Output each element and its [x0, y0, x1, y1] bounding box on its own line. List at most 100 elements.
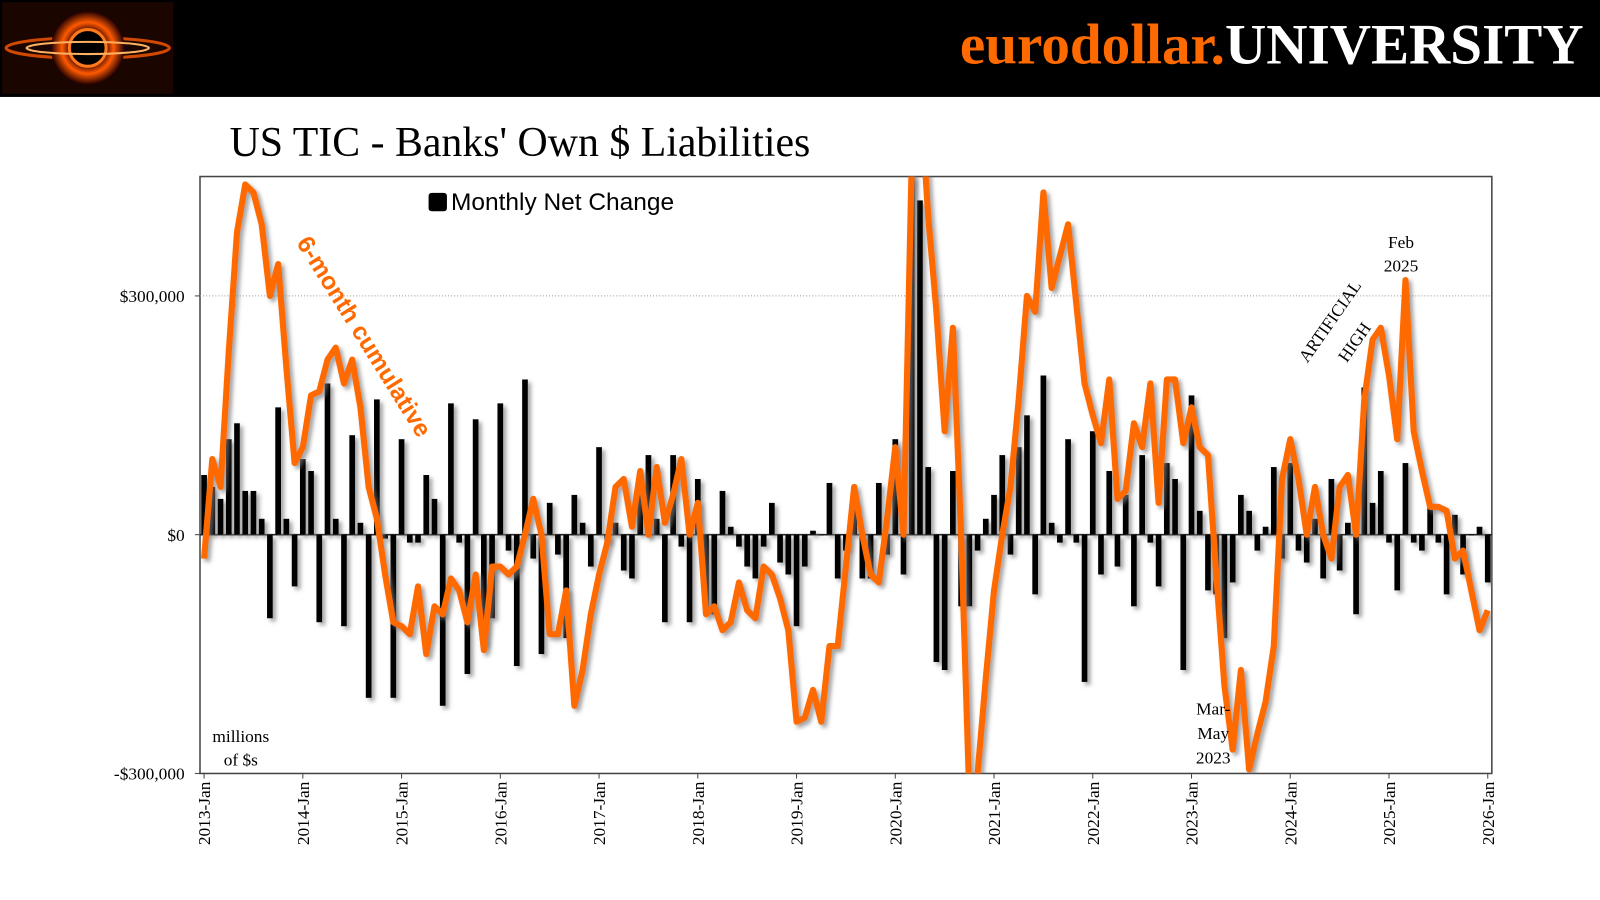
bar	[760, 534, 767, 547]
bar	[1246, 510, 1252, 535]
bar	[234, 423, 240, 535]
bar	[727, 526, 734, 535]
bar	[448, 403, 454, 535]
bar	[818, 534, 825, 536]
bar	[933, 534, 940, 663]
bar	[555, 534, 561, 555]
bar	[793, 534, 800, 627]
bar	[1024, 415, 1030, 535]
bar	[1196, 510, 1203, 535]
bar	[637, 494, 644, 535]
bar	[472, 419, 479, 535]
bar	[365, 534, 372, 698]
bar	[1114, 534, 1121, 567]
x-tick-label: 2017-Jan	[590, 781, 609, 845]
bar	[1163, 463, 1170, 535]
x-tick-label: 2025-Jan	[1380, 781, 1399, 845]
bar	[1139, 455, 1146, 535]
bar	[1040, 375, 1047, 535]
bar	[1394, 534, 1401, 591]
x-tick-label: 2015-Jan	[393, 781, 412, 845]
lines	[201, 176, 1491, 774]
header-bar	[0, 0, 1600, 97]
bar	[283, 518, 290, 535]
bar	[941, 534, 948, 670]
bar	[982, 518, 989, 535]
bar	[587, 534, 594, 567]
bar	[719, 490, 726, 535]
bar	[374, 399, 380, 535]
bar	[1320, 534, 1327, 579]
bar	[579, 522, 586, 535]
annotation: 2025	[1384, 256, 1419, 275]
bar	[439, 534, 446, 706]
bar	[1155, 534, 1162, 587]
bar	[645, 455, 652, 535]
bar	[1377, 471, 1384, 535]
bar	[653, 518, 660, 535]
bar	[1386, 534, 1392, 543]
bar	[423, 475, 430, 535]
bar	[480, 534, 487, 647]
bar	[341, 534, 347, 627]
bar	[225, 439, 232, 535]
bar	[1065, 439, 1071, 535]
plot-frame	[199, 175, 1493, 775]
bar	[875, 482, 882, 535]
bar	[332, 518, 339, 535]
bar	[1402, 463, 1409, 535]
x-tick-label: 2022-Jan	[1084, 781, 1103, 845]
bar	[505, 534, 512, 551]
bar	[1312, 518, 1318, 535]
bar	[1007, 534, 1014, 555]
bar	[1369, 502, 1376, 535]
bar	[1361, 387, 1368, 535]
bar	[308, 471, 314, 535]
bar	[629, 534, 635, 579]
bar	[1122, 494, 1129, 535]
bar	[785, 534, 792, 575]
bar	[900, 534, 907, 575]
bar	[686, 534, 693, 623]
x-tick-label: 2016-Jan	[491, 781, 510, 845]
x-tick-label: 2024-Jan	[1281, 781, 1300, 845]
bar	[217, 498, 224, 535]
bar	[612, 522, 619, 535]
bar	[1410, 534, 1417, 543]
bar	[1419, 534, 1425, 551]
bar	[1205, 534, 1211, 591]
bar	[398, 439, 405, 535]
bar	[1345, 522, 1351, 535]
bar	[1484, 534, 1491, 583]
bar	[538, 534, 545, 655]
bar	[1254, 534, 1261, 551]
bar	[349, 435, 356, 535]
bar	[801, 534, 808, 567]
bar	[974, 534, 981, 551]
bar	[291, 534, 298, 587]
bar	[867, 534, 874, 579]
bar	[1443, 534, 1450, 595]
bar	[1048, 522, 1055, 535]
legend-swatch	[428, 192, 447, 212]
bar	[299, 459, 306, 535]
bar	[201, 475, 207, 535]
bar	[1427, 506, 1434, 535]
bar	[810, 530, 816, 535]
bar	[1073, 534, 1080, 543]
bar	[415, 534, 421, 543]
bar	[703, 534, 709, 611]
bar	[382, 534, 388, 539]
bar	[357, 522, 364, 535]
bar	[1303, 534, 1310, 563]
bar	[1476, 526, 1483, 535]
bar	[999, 455, 1006, 535]
bar	[1131, 534, 1137, 607]
bar	[406, 534, 413, 543]
bar	[522, 379, 528, 535]
bar	[892, 439, 899, 535]
x-tick-label: 2013-Jan	[195, 781, 214, 845]
bar	[1081, 534, 1088, 682]
